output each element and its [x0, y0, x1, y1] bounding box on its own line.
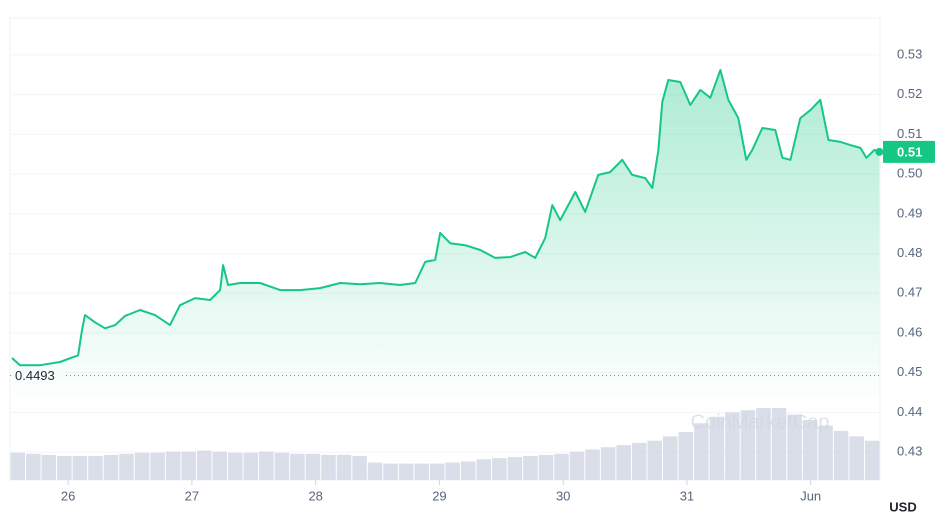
volume-bar: [461, 461, 476, 480]
volume-bar: [694, 423, 709, 480]
volume-bar: [212, 451, 227, 480]
price-area: [11, 70, 880, 405]
x-tick-label: 28: [308, 488, 322, 503]
volume-bar: [57, 456, 72, 480]
volume-bar: [181, 451, 196, 480]
volume-bar: [740, 410, 756, 480]
x-tick-label: 26: [61, 488, 75, 503]
volume-bar: [398, 463, 414, 480]
y-tick-label: 0.45: [897, 364, 922, 379]
volume-bar: [26, 453, 41, 480]
volume-bar: [569, 451, 585, 480]
x-tick-label: 29: [432, 488, 446, 503]
volume-bar: [849, 436, 864, 480]
volume-bar: [600, 447, 616, 480]
y-tick-label: 0.53: [897, 46, 922, 61]
volume-bar: [554, 453, 569, 480]
x-tick-label: 30: [556, 488, 570, 503]
x-tick-label: 31: [680, 488, 694, 503]
volume-bar: [585, 449, 600, 480]
volume-bar: [290, 453, 305, 480]
x-tick-label: Jun: [800, 488, 821, 503]
volume-bar: [72, 456, 88, 480]
x-tick-label: 27: [185, 488, 199, 503]
volume-bar: [864, 440, 880, 480]
volume-bar: [616, 445, 631, 480]
volume-bar: [678, 432, 694, 480]
y-tick-label: 0.43: [897, 444, 922, 459]
y-tick-label: 0.48: [897, 245, 922, 260]
y-tick-label: 0.50: [897, 166, 922, 181]
volume-bar: [429, 463, 445, 480]
volume-bar: [103, 454, 119, 480]
volume-bar: [321, 454, 336, 480]
volume-bar: [41, 454, 57, 480]
volume-bar: [383, 463, 398, 480]
y-tick-label: 0.52: [897, 86, 922, 101]
price-line: [11, 69, 880, 367]
y-tick-label: 0.51: [897, 126, 922, 141]
volume-bar: [259, 451, 274, 480]
current-price-box: [883, 140, 935, 163]
volume-bar: [228, 452, 243, 480]
volume-bar: [414, 463, 429, 480]
volume-bar: [119, 453, 134, 480]
volume-bar: [709, 416, 725, 480]
y-tick-label: 0.44: [897, 404, 922, 419]
volume-bar: [492, 458, 507, 480]
current-dot: [875, 147, 884, 156]
volume-bar: [305, 453, 321, 480]
volume-bar: [88, 456, 103, 480]
y-tick-label: 0.47: [897, 285, 922, 300]
volume-bar: [150, 452, 165, 480]
volume-bar: [336, 454, 352, 480]
y-tick-label: 0.46: [897, 324, 922, 339]
volume-bar: [631, 442, 647, 480]
volume-bar: [663, 436, 678, 480]
volume-bar: [802, 420, 818, 480]
volume-bar: [367, 462, 383, 480]
volume-bar: [352, 456, 367, 480]
volume-bar: [476, 459, 492, 480]
volume-bar: [196, 450, 212, 480]
volume-bar: [10, 452, 26, 480]
volume-bar: [725, 412, 740, 480]
currency-label: USD: [889, 499, 916, 514]
volume-bar: [647, 440, 662, 480]
volume-bar: [538, 454, 554, 480]
volume-bar: [818, 425, 833, 480]
volume-bar: [507, 457, 523, 480]
volume-bar: [445, 462, 461, 480]
current-price-label: 0.51: [897, 144, 922, 159]
volume-bar: [243, 452, 259, 480]
volume-bar: [833, 430, 849, 480]
y-tick-label: 0.49: [897, 205, 922, 220]
volume-bar: [134, 452, 150, 480]
volume-bar: [771, 408, 787, 480]
volume-bar: [787, 414, 802, 480]
volume-bar: [523, 456, 538, 480]
volume-bar: [165, 451, 181, 480]
volume-bar: [274, 452, 290, 480]
volume-bar: [756, 408, 771, 480]
